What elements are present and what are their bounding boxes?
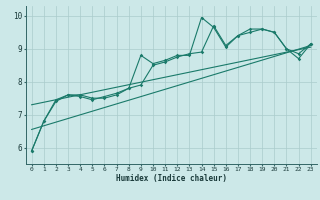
X-axis label: Humidex (Indice chaleur): Humidex (Indice chaleur) xyxy=(116,174,227,183)
